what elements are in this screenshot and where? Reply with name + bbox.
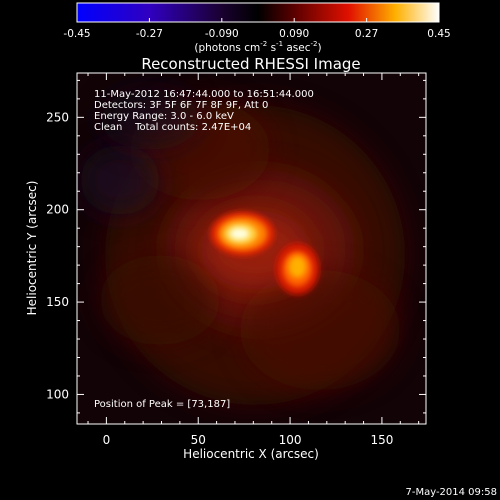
colorbar-tick-label: -0.27 bbox=[136, 28, 163, 40]
x-tick-label: 150 bbox=[370, 433, 393, 447]
colorbar-label: (photons cm-2 s-1 asec-2) bbox=[194, 40, 321, 54]
x-tick-label: 0 bbox=[103, 433, 111, 447]
footer-date: 7-May-2014 09:58 bbox=[405, 487, 497, 498]
annotation-energy-range: Energy Range: 3.0 - 6.0 keV bbox=[94, 111, 234, 122]
annotation-total-counts: Clean Total counts: 2.47E+04 bbox=[94, 122, 251, 133]
colorbar-tick-label: 0.090 bbox=[279, 28, 309, 40]
y-tick-label: 200 bbox=[46, 203, 69, 217]
annotation-time-range: 11-May-2012 16:47:44.000 to 16:51:44.000 bbox=[94, 89, 314, 100]
chart-title: Reconstructed RHESSI Image bbox=[141, 55, 360, 73]
x-axis: 0 50 100 150 bbox=[87, 73, 420, 447]
image-area bbox=[77, 73, 426, 424]
source-blob bbox=[210, 211, 275, 256]
y-axis-label: Heliocentric Y (arcsec) bbox=[25, 181, 39, 316]
annotation-block: 11-May-2012 16:47:44.000 to 16:51:44.000… bbox=[94, 89, 314, 133]
y-tick-label: 250 bbox=[46, 110, 69, 124]
colorbar-tick-label: 0.27 bbox=[355, 28, 378, 40]
peak-position-label: Position of Peak = [73,187] bbox=[94, 399, 230, 410]
x-tick-label: 50 bbox=[191, 433, 206, 447]
annotation-detectors: Detectors: 3F 5F 6F 7F 8F 9F, Att 0 bbox=[94, 100, 268, 111]
y-axis: 100 150 200 250 bbox=[46, 79, 426, 414]
colorbar: -0.45 -0.27 -0.090 0.090 0.27 0.45 (photons c… bbox=[63, 2, 451, 54]
colorbar-tick-label: 0.45 bbox=[427, 28, 450, 40]
x-tick-label: 100 bbox=[279, 433, 302, 447]
plot-frame bbox=[76, 72, 427, 425]
x-axis-label: Heliocentric X (arcsec) bbox=[183, 447, 319, 461]
colorbar-tick-label: -0.090 bbox=[205, 28, 239, 40]
y-tick-label: 100 bbox=[46, 387, 69, 401]
source-blob bbox=[275, 242, 320, 295]
colorbar-tick-label: -0.45 bbox=[63, 28, 90, 40]
y-tick-label: 150 bbox=[46, 295, 69, 309]
colorbar-gradient bbox=[76, 2, 440, 23]
